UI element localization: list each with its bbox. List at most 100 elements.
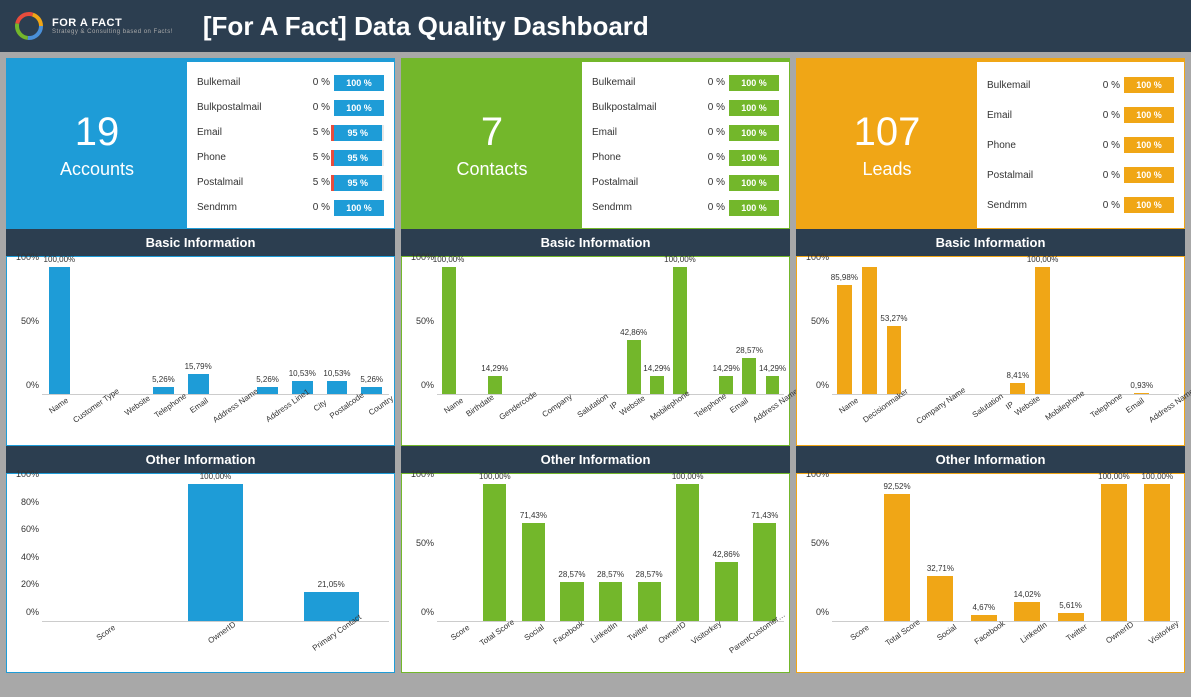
brand-name: FOR A FACT: [52, 17, 173, 29]
bar-group: [111, 267, 146, 394]
bar-group: [437, 484, 476, 621]
bars-area: 85,98% 53,27%: [832, 267, 1179, 395]
section-title-other: Other Information: [401, 446, 790, 473]
metric-bar-wrap: 100 %: [729, 150, 779, 166]
bar-group: 85,98%: [832, 267, 857, 394]
bar-group: [692, 267, 715, 394]
count-box: 107 Leads: [797, 62, 977, 228]
bar-group: [1055, 267, 1080, 394]
bar-value-label: 21,05%: [318, 580, 345, 589]
metric-row: Sendmm 0 % 100 %: [987, 193, 1174, 217]
y-axis: 0%50%100%: [9, 267, 39, 395]
summary-row: 19 Accounts Bulkemail 0 % 100 % Bulkpost…: [6, 61, 395, 229]
bar-group: 5,26%: [250, 267, 285, 394]
bar-group: 71,43%: [746, 484, 785, 621]
bar-value-label: 42,86%: [713, 550, 740, 559]
chart-bar: 28,57%: [638, 582, 661, 621]
bar-value-label: 5,61%: [1059, 601, 1082, 610]
bar-value-label: 14,29%: [643, 364, 670, 373]
bars-area: 100,00% 71,43% 28,57% 28,57% 28,57% 100,…: [437, 484, 784, 622]
metric-bar: 100 %: [334, 200, 384, 216]
metric-label: Postalmail: [592, 177, 695, 188]
bar-group: 4,67%: [962, 484, 1005, 621]
metric-bar-wrap: 100 %: [1124, 197, 1174, 213]
bar-group: 0,93%: [1129, 267, 1154, 394]
bar-group: [857, 267, 882, 394]
panel-contacts: 7 Contacts Bulkemail 0 % 100 % Bulkposta…: [401, 58, 790, 673]
bar-group: 100,00%: [42, 267, 77, 394]
metric-label: Email: [197, 127, 300, 138]
chart-bar: 85,98%: [837, 285, 852, 394]
bar-value-label: 32,71%: [927, 564, 954, 573]
y-axis: 0%50%100%: [404, 267, 434, 395]
chart-bar: 5,26%: [257, 387, 278, 394]
x-axis: NameCustomer TypeWebsiteTelephoneEmailAd…: [42, 397, 389, 445]
bar-value-label: 14,29%: [481, 364, 508, 373]
bar-value-label: 100,00%: [433, 255, 465, 264]
chart-bar: [862, 267, 877, 394]
chart-bar: 14,29%: [650, 376, 664, 394]
bar-group: 100,00%: [668, 267, 691, 394]
metric-bar: 100 %: [1124, 107, 1174, 123]
bar-value-label: 14,02%: [1014, 590, 1041, 599]
bar-group: 100,00%: [437, 267, 460, 394]
metric-marker: [331, 150, 334, 166]
metric-row: Email 0 % 100 %: [987, 103, 1174, 127]
metric-bar-wrap: 100 %: [1124, 137, 1174, 153]
metric-percent: 0 %: [695, 102, 725, 113]
metric-row: Phone 0 % 100 %: [592, 146, 779, 170]
page-title: [For A Fact] Data Quality Dashboard: [203, 11, 649, 42]
metric-percent: 0 %: [695, 202, 725, 213]
chart-bar: 71,43%: [522, 523, 545, 621]
metric-bar-wrap: 100 %: [729, 125, 779, 141]
panel-leads: 107 Leads Bulkemail 0 % 100 % Email 0 % …: [796, 58, 1185, 673]
chart-bar: 42,86%: [627, 340, 641, 394]
brand-tagline: Strategy & Consulting based on Facts!: [52, 29, 173, 35]
metric-row: Phone 0 % 100 %: [987, 133, 1174, 157]
bar-value-label: 28,57%: [636, 570, 663, 579]
section-title-other: Other Information: [6, 446, 395, 473]
chart-bar: 100,00%: [1101, 484, 1127, 621]
bar-group: [832, 484, 875, 621]
metric-bar: 100 %: [1124, 197, 1174, 213]
bar-group: [460, 267, 483, 394]
metric-label: Email: [987, 110, 1090, 121]
metric-row: Phone 5 % 95 %: [197, 146, 384, 170]
metric-label: Bulkemail: [987, 80, 1090, 91]
metric-bar: 100 %: [334, 75, 384, 91]
metric-percent: 5 %: [300, 127, 330, 138]
bar-group: 53,27%: [882, 267, 907, 394]
metric-bar: 95 %: [334, 150, 382, 166]
metric-row: Postalmail 5 % 95 %: [197, 171, 384, 195]
count-box: 19 Accounts: [7, 62, 187, 228]
metrics-list: Bulkemail 0 % 100 % Email 0 % 100 % Phon…: [977, 62, 1184, 228]
metric-bar-wrap: 100 %: [334, 100, 384, 116]
bar-group: 8,41%: [1005, 267, 1030, 394]
y-axis: 0%50%100%: [404, 484, 434, 622]
chart-bar: 71,43%: [753, 523, 776, 621]
chart-bar: 10,53%: [327, 381, 348, 394]
metric-percent: 0 %: [695, 77, 725, 88]
metric-row: Bulkpostalmail 0 % 100 %: [592, 96, 779, 120]
bar-value-label: 100,00%: [200, 472, 232, 481]
bar-value-label: 5,26%: [256, 375, 279, 384]
bar-group: 100,00%: [1030, 267, 1055, 394]
metric-bar-wrap: 100 %: [334, 200, 384, 216]
metric-bar-wrap: 100 %: [1124, 167, 1174, 183]
chart-bar: 15,79%: [188, 374, 209, 394]
bar-chart: 0%50%100% 85,98% 53,27%: [796, 256, 1185, 446]
bar-group: 28,57%: [553, 484, 592, 621]
metric-label: Bulkemail: [197, 77, 300, 88]
metric-marker: [331, 125, 334, 141]
bar-chart: 0%50%100% 100,00% 5,26% 15,79%: [6, 256, 395, 446]
chart-bar: 32,71%: [927, 576, 953, 621]
brand-text: FOR A FACT Strategy & Consulting based o…: [52, 17, 173, 35]
bar-group: 42,86%: [622, 267, 645, 394]
bar-value-label: 100,00%: [479, 472, 511, 481]
bar-group: [530, 267, 553, 394]
chart-bar: 100,00%: [442, 267, 456, 394]
chart-bar: 100,00%: [676, 484, 699, 621]
metric-bar: 95 %: [334, 125, 382, 141]
metric-bar-wrap: 100 %: [729, 175, 779, 191]
chart-bar: 92,52%: [884, 494, 910, 621]
